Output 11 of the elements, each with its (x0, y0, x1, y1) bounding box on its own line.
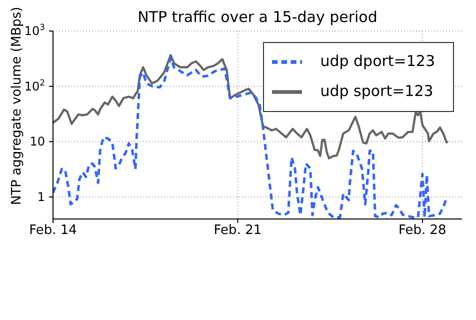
y-axis-title: NTP aggregate volume (MBps) (10, 6, 25, 205)
y-tick-label: 10 (30, 134, 45, 149)
y-tick-label: 10$^{3}$ (24, 22, 45, 38)
x-tick-label: Feb. 21 (214, 223, 262, 238)
y-tick-label: 10$^{2}$ (24, 77, 45, 94)
y-tick-label: 1 (37, 190, 45, 204)
legend-label: udp dport=123 (320, 52, 435, 70)
chart-title: NTP traffic over a 15-day period (136, 8, 378, 26)
x-tick-label: Feb. 28 (398, 223, 446, 238)
legend-label: udp sport=123 (320, 82, 434, 100)
x-tick-label: Feb. 14 (29, 223, 77, 238)
